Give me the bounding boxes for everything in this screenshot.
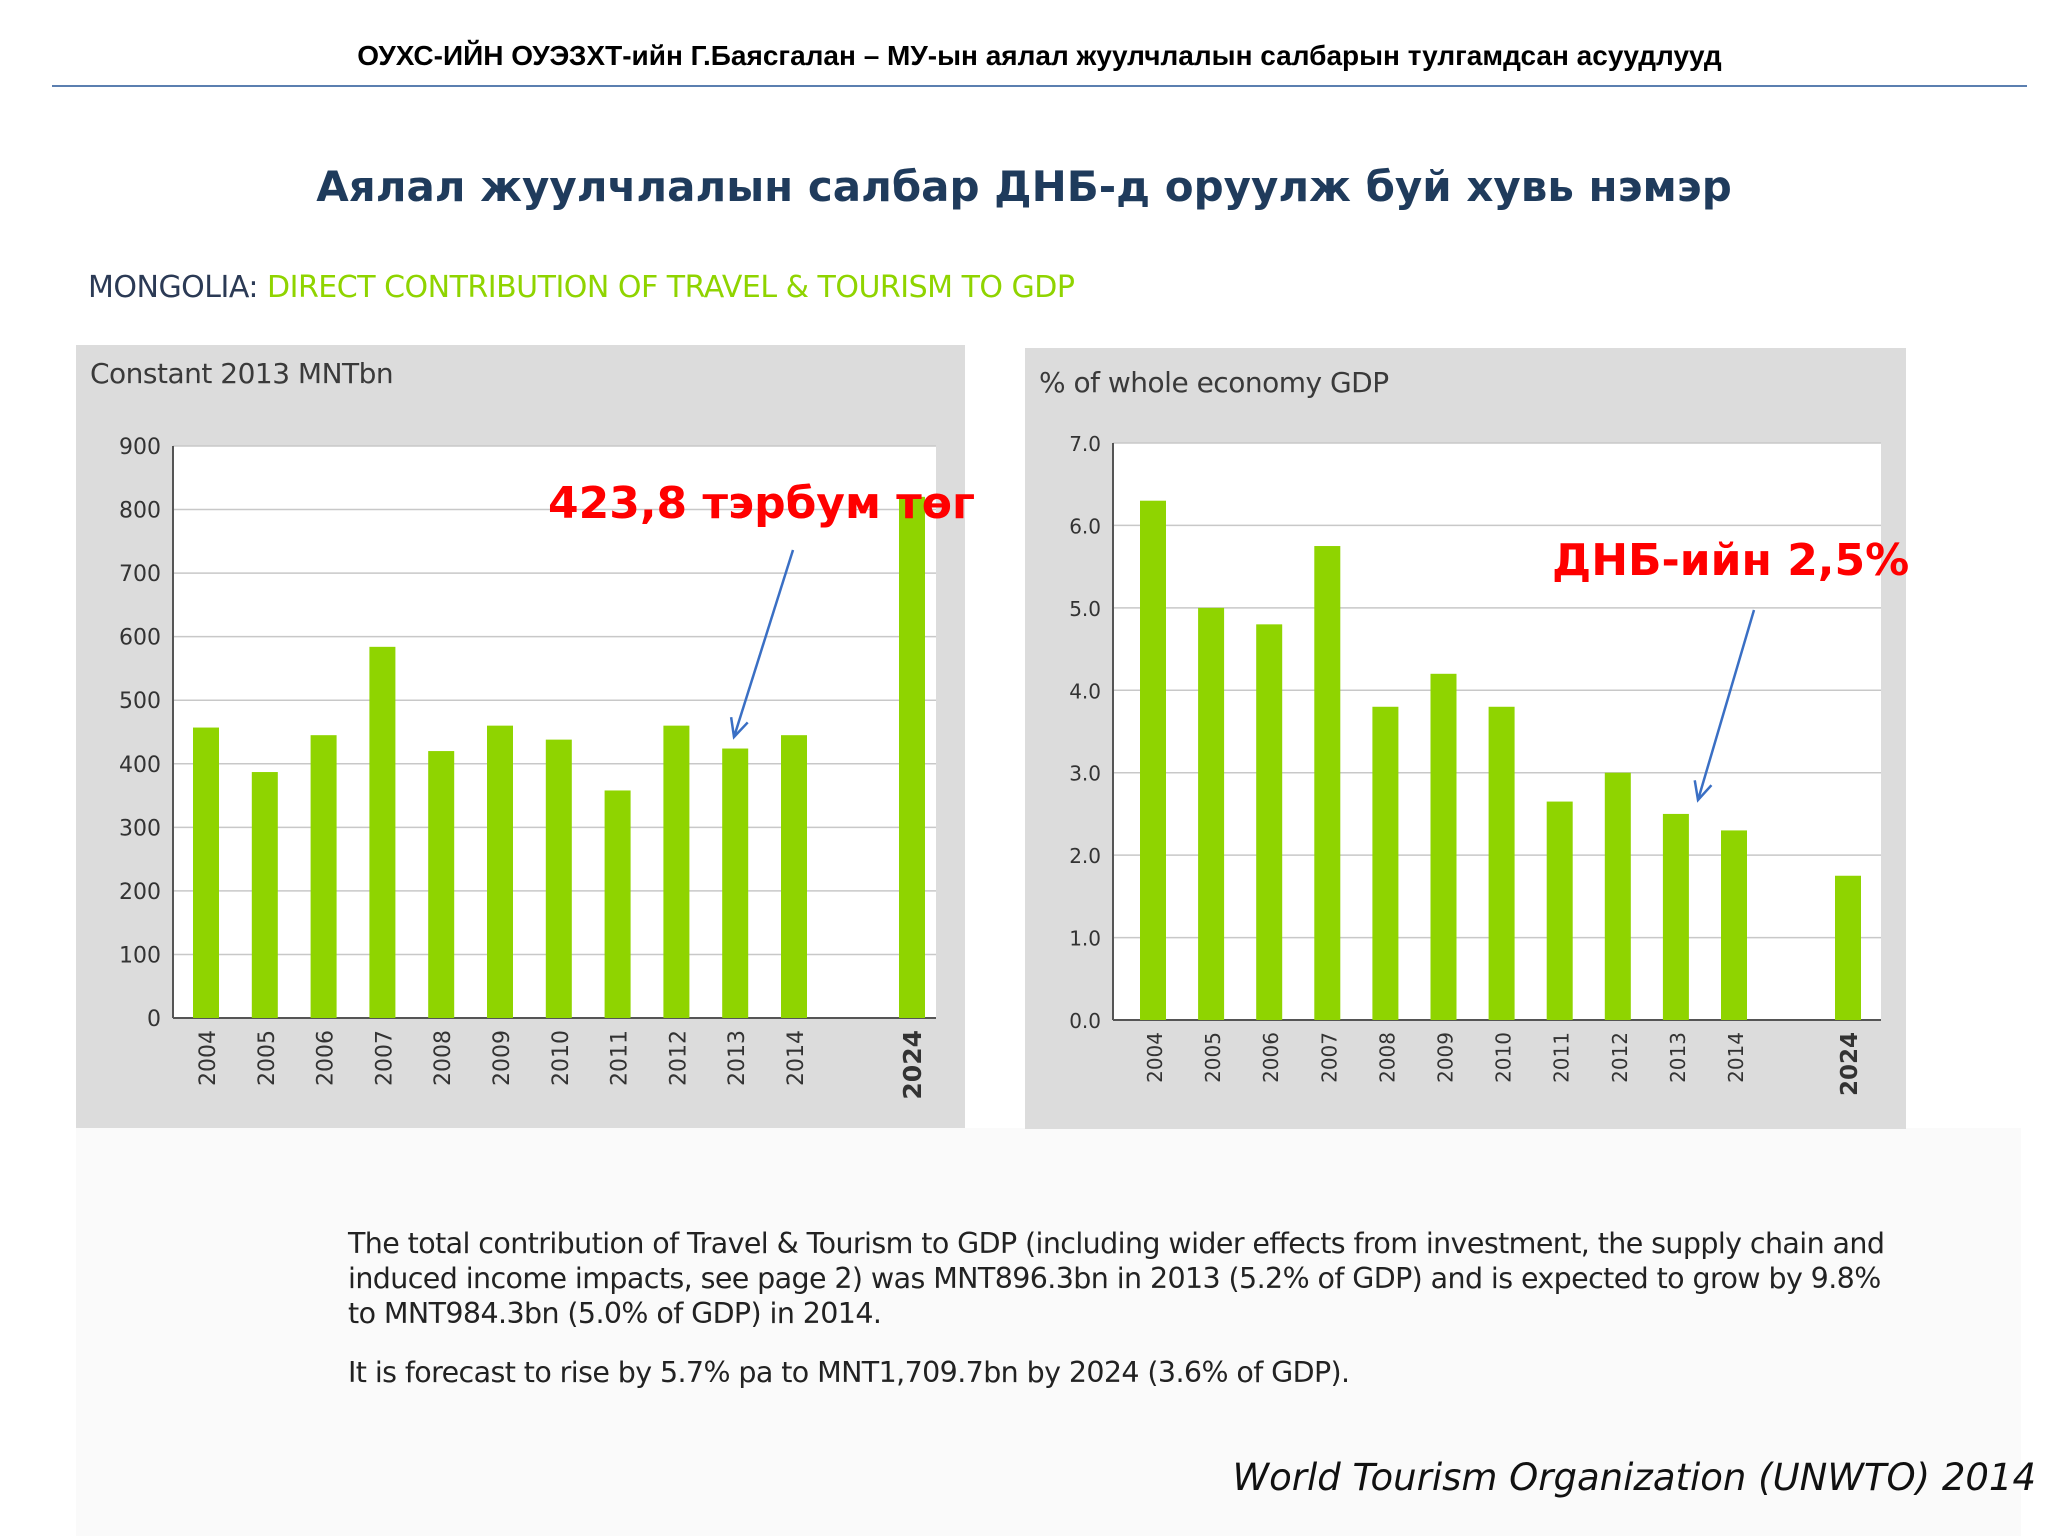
chart-gdp-share-xtick-label: 2012: [1608, 1032, 1632, 1083]
header-divider: [52, 85, 2027, 87]
chart-gdp-share-bar-2013: [1662, 813, 1689, 1020]
chart-gdp-share-xtick-label: 2007: [1317, 1032, 1341, 1083]
chart-mntbn-xtick-label: 2005: [255, 1030, 280, 1086]
annotation-mntbn-2013: 423,8 тэрбум төг: [548, 478, 975, 529]
note-total-contribution: The total contribution of Travel & Touri…: [348, 1227, 1885, 1330]
chart-mntbn-xtick-label: 2011: [608, 1030, 633, 1086]
chart-mntbn-xtick-label: 2004: [196, 1030, 221, 1086]
chart-gdp-share-xtick-label: 2006: [1259, 1032, 1283, 1083]
annotation-arrow-gdp-share: [1696, 609, 1756, 801]
chart-mntbn-ytick-label: 700: [119, 562, 161, 587]
chart-gdp-share-bar-2014: [1721, 830, 1747, 1020]
source-citation: World Tourism Organization (UNWTO) 2014: [1232, 1456, 2036, 1499]
chart-mntbn-bar-2013: [722, 748, 749, 1018]
chart-mntbn-bar-2009: [487, 725, 513, 1018]
report-heading: MONGOLIA: DIRECT CONTRIBUTION OF TRAVEL …: [88, 270, 1075, 305]
notes-background: [76, 1128, 2021, 1536]
chart-mntbn-bar-2012: [663, 725, 690, 1018]
chart-mntbn-ytick-label: 0: [147, 1007, 161, 1032]
chart-gdp-share-bar-2010: [1488, 706, 1515, 1020]
chart-gdp-share-bar-2007: [1314, 546, 1341, 1020]
chart-mntbn-xtick-label: 2012: [666, 1030, 691, 1086]
chart-mntbn-bar-2010: [545, 739, 572, 1018]
chart-mntbn-bar-2008: [428, 751, 455, 1018]
annotation-arrow-gdp-share-head: [1693, 780, 1713, 803]
chart-mntbn-bar-2011: [604, 790, 631, 1018]
chart-mntbn-ytick-label: 400: [119, 753, 161, 778]
chart-gdp-share-xtick-label: 2010: [1492, 1032, 1516, 1083]
chart-gdp-share-bar-2008: [1372, 706, 1399, 1020]
chart-mntbn-ytick-label: 100: [119, 943, 161, 968]
header-title: ОУХС-ИЙН ОУЭЗХТ-ийн Г.Баясгалан – МУ-ын …: [357, 40, 1722, 71]
chart-mntbn-xtick-label: 2006: [314, 1030, 339, 1086]
chart-mntbn-bar-2007: [369, 646, 396, 1018]
chart-gdp-share-xtick-label: 2013: [1666, 1032, 1690, 1083]
chart-mntbn-xtick-label: 2009: [490, 1030, 515, 1086]
chart-gdp-share-bar-2006: [1256, 624, 1283, 1020]
chart-gdp-share-ytick-label: 1.0: [1069, 927, 1101, 951]
chart-gdp-share-ytick-label: 2.0: [1069, 844, 1101, 868]
chart-mntbn-xtick-label: 2014: [784, 1030, 809, 1086]
chart-mntbn-bar-2006: [310, 735, 337, 1018]
chart-mntbn-ytick-label: 800: [119, 499, 161, 524]
chart-mntbn-xtick-label: 2007: [372, 1030, 397, 1086]
chart-panel-mntbn: 0 100 200 300 400 500 600 700 800 900 2004 2005 2006…: [76, 345, 965, 1128]
chart-mntbn-xtick-label: 2013: [725, 1030, 750, 1086]
chart-gdp-share-bar-2011: [1546, 801, 1573, 1020]
chart-mntbn-ytick-label: 600: [119, 626, 161, 651]
annotation-arrow-mntbn-head: [729, 717, 749, 740]
chart-gdp-share-ytick-label: 5.0: [1069, 597, 1101, 621]
chart-mntbn-ytick-label: 200: [119, 880, 161, 905]
report-country: MONGOLIA:: [88, 270, 258, 305]
chart-panel-gdp-share: 0.0 1.0 2.0 3.0 4.0 5.0 6.0 7.0 2004 2005 2006 2007…: [1025, 348, 1906, 1129]
chart-gdp-share-ytick-label: 3.0: [1069, 762, 1101, 786]
chart-gdp-share-xtick-label: 2014: [1724, 1032, 1748, 1083]
chart-gdp-share-xtick-label: 2005: [1201, 1032, 1225, 1083]
chart-mntbn-title: Constant 2013 MNTbn: [90, 357, 394, 390]
slide-title: Аялал жуулчлалын салбар ДНБ-д оруулж буй…: [316, 162, 1732, 211]
chart-mntbn-bar-2024: [899, 496, 925, 1018]
chart-gdp-share-ytick-label: 6.0: [1069, 514, 1101, 538]
chart-mntbn-ytick-label: 300: [119, 816, 161, 841]
chart-mntbn: 0 100 200 300 400 500 600 700 800 900 2004 2005 2006…: [119, 435, 936, 1100]
chart-gdp-share-bar-2024: [1835, 875, 1861, 1020]
chart-mntbn-bar-2004: [193, 727, 219, 1018]
chart-mntbn-bar-2014: [781, 735, 807, 1018]
chart-gdp-share-xtick-label: 2024: [1837, 1032, 1863, 1096]
note-forecast: It is forecast to rise by 5.7% pa to MNT…: [348, 1356, 1350, 1389]
chart-gdp-share-ytick-label: 7.0: [1069, 432, 1101, 456]
chart-mntbn-ytick-label: 500: [119, 689, 161, 714]
chart-gdp-share-xtick-label: 2011: [1550, 1032, 1574, 1083]
chart-mntbn-xtick-label: 2010: [549, 1030, 574, 1086]
chart-gdp-share: 0.0 1.0 2.0 3.0 4.0 5.0 6.0 7.0 2004 2005 2006 2007…: [1069, 432, 1881, 1096]
chart-gdp-share-ytick-label: 4.0: [1069, 679, 1101, 703]
chart-gdp-share-bar-2004: [1140, 500, 1166, 1020]
chart-mntbn-bar-2005: [251, 772, 278, 1018]
chart-gdp-share-bar-2012: [1604, 772, 1631, 1020]
chart-gdp-share-ytick-label: 0.0: [1069, 1009, 1101, 1033]
chart-gdp-share-xtick-label: 2008: [1375, 1032, 1399, 1083]
chart-gdp-share-xtick-label: 2009: [1434, 1032, 1458, 1083]
chart-mntbn-ytick-label: 900: [119, 435, 161, 460]
chart-gdp-share-title: % of whole economy GDP: [1039, 366, 1389, 399]
chart-gdp-share-bar-2005: [1198, 607, 1225, 1020]
report-subject: DIRECT CONTRIBUTION OF TRAVEL & TOURISM …: [267, 270, 1075, 305]
chart-gdp-share-xtick-label: 2004: [1143, 1032, 1167, 1083]
annotation-arrow-mntbn: [732, 549, 795, 738]
chart-mntbn-xtick-label: 2008: [431, 1030, 456, 1086]
chart-mntbn-xtick-label: 2024: [898, 1030, 927, 1100]
chart-gdp-share-bar-2009: [1430, 673, 1457, 1020]
annotation-gdp-share-2013: ДНБ-ийн 2,5%: [1552, 535, 1910, 586]
